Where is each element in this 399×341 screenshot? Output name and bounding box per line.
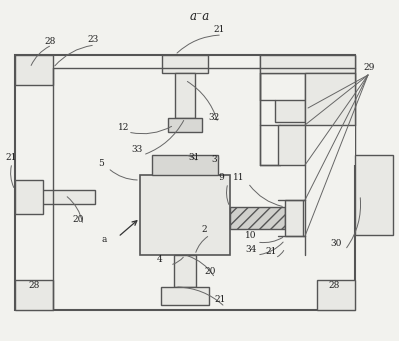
Text: 4: 4: [157, 255, 163, 265]
Bar: [168, 118, 202, 132]
Bar: [305, 73, 355, 125]
Text: 23: 23: [87, 35, 98, 44]
Bar: [175, 73, 195, 118]
Bar: [317, 55, 355, 85]
Text: 21: 21: [5, 153, 16, 163]
Bar: [355, 155, 393, 235]
Text: 20: 20: [72, 216, 83, 224]
Text: 3: 3: [211, 155, 217, 164]
Text: 29: 29: [363, 63, 374, 73]
Bar: [37, 190, 95, 204]
Text: 28: 28: [44, 38, 55, 46]
Bar: [280, 125, 355, 165]
Bar: [15, 180, 43, 214]
Bar: [278, 125, 305, 165]
Text: 21: 21: [213, 26, 224, 34]
Text: a⁻a: a⁻a: [190, 11, 210, 24]
Bar: [260, 55, 355, 73]
Text: 30: 30: [330, 238, 342, 248]
Text: 9: 9: [218, 174, 224, 182]
Text: 32: 32: [208, 114, 219, 122]
Text: 21: 21: [214, 296, 225, 305]
Text: 5: 5: [98, 159, 104, 167]
Bar: [285, 200, 303, 236]
Bar: [15, 280, 53, 310]
Bar: [152, 155, 218, 175]
Text: 21: 21: [265, 248, 277, 256]
Text: 33: 33: [131, 146, 142, 154]
Bar: [162, 55, 208, 73]
Text: 20: 20: [204, 267, 215, 277]
Bar: [230, 207, 285, 229]
Bar: [275, 100, 305, 122]
Text: 34: 34: [245, 246, 257, 254]
Bar: [161, 287, 209, 305]
Text: 31: 31: [188, 152, 200, 162]
Text: 28: 28: [28, 281, 40, 290]
Text: 28: 28: [328, 281, 340, 290]
Bar: [15, 55, 355, 310]
Text: 10: 10: [245, 231, 257, 239]
Bar: [317, 280, 355, 310]
Text: 12: 12: [118, 123, 129, 133]
Bar: [15, 55, 53, 85]
Text: 2: 2: [201, 224, 207, 234]
Bar: [174, 255, 196, 287]
Text: 11: 11: [233, 174, 245, 182]
Bar: [140, 175, 230, 255]
Bar: [260, 55, 305, 73]
Text: a: a: [101, 236, 107, 244]
